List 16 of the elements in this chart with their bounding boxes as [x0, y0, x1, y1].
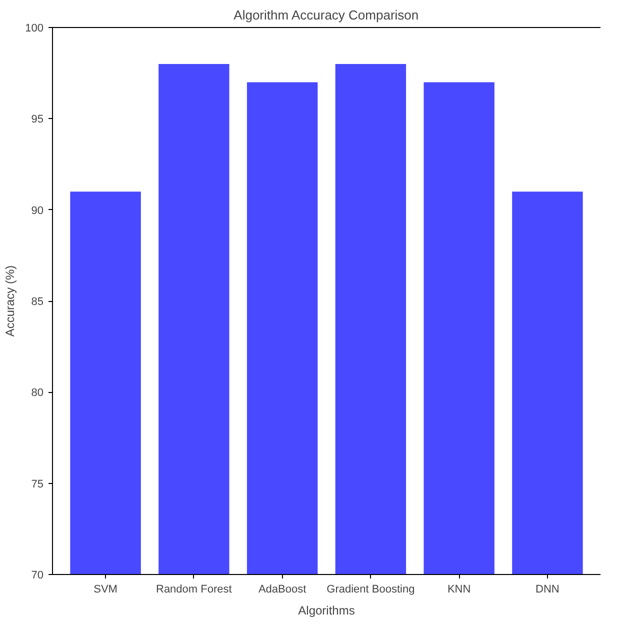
y-tick-label: 95	[31, 114, 44, 126]
x-tick-label: AdaBoost	[258, 584, 306, 596]
y-axis-title: Accuracy (%)	[3, 265, 18, 337]
x-tick-label: KNN	[447, 584, 471, 596]
x-tick-label: Random Forest	[156, 584, 232, 596]
y-tick-label: 70	[31, 570, 44, 582]
x-tick-label: DNN	[536, 584, 560, 596]
y-tick-label: 80	[31, 387, 44, 400]
y-tick-label: 75	[31, 478, 44, 490]
x-tick-label: SVM	[94, 584, 118, 596]
chart-title: Algorithm Accuracy Comparison	[234, 8, 419, 22]
y-tick-label: 85	[31, 296, 44, 308]
x-axis-title: Algorithms	[298, 604, 355, 618]
x-tick-label: Gradient Boosting	[326, 584, 415, 596]
y-tick-label: 90	[31, 204, 44, 217]
y-tick-label: 100	[25, 22, 44, 34]
